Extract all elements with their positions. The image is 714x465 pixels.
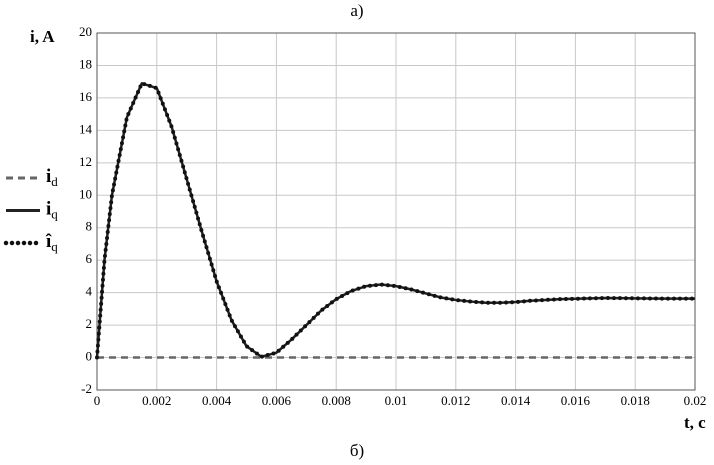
y-tick-label: 0 — [86, 349, 93, 364]
y-tick-label: 12 — [79, 154, 92, 169]
x-axis-label: t, c — [684, 413, 706, 432]
legend-label: iq — [46, 199, 58, 222]
x-tick-label: 0.002 — [142, 393, 171, 408]
legend-label: îq — [45, 231, 58, 254]
x-tick-label: 0.008 — [322, 393, 351, 408]
y-tick-label: 4 — [86, 284, 93, 299]
chart-subtitle: б) — [350, 441, 364, 460]
y-tick-label: 16 — [79, 89, 93, 104]
x-tick-label: 0 — [94, 393, 101, 408]
x-tick-label: 0.006 — [262, 393, 292, 408]
y-tick-label: 14 — [79, 121, 93, 136]
x-tick-label: 0.02 — [684, 393, 707, 408]
x-tick-label: 0.01 — [385, 393, 408, 408]
x-tick-label: 0.018 — [621, 393, 650, 408]
y-tick-label: 6 — [86, 251, 93, 266]
y-tick-label: 2 — [86, 316, 93, 331]
x-tick-label: 0.012 — [441, 393, 470, 408]
chart-title: а) — [350, 1, 363, 20]
y-tick-label: -2 — [81, 381, 92, 396]
legend-label: id — [46, 166, 58, 189]
x-tick-label: 0.014 — [501, 393, 531, 408]
y-axis-label: i, A — [30, 27, 55, 46]
plot-frame — [96, 32, 696, 391]
y-tick-label: 10 — [79, 186, 92, 201]
y-tick-label: 8 — [86, 219, 93, 234]
x-tick-label: 0.004 — [202, 393, 232, 408]
x-tick-label: 0.016 — [561, 393, 591, 408]
series-line — [95, 81, 697, 360]
y-tick-label: 18 — [79, 56, 92, 71]
y-tick-label: 20 — [79, 24, 92, 39]
